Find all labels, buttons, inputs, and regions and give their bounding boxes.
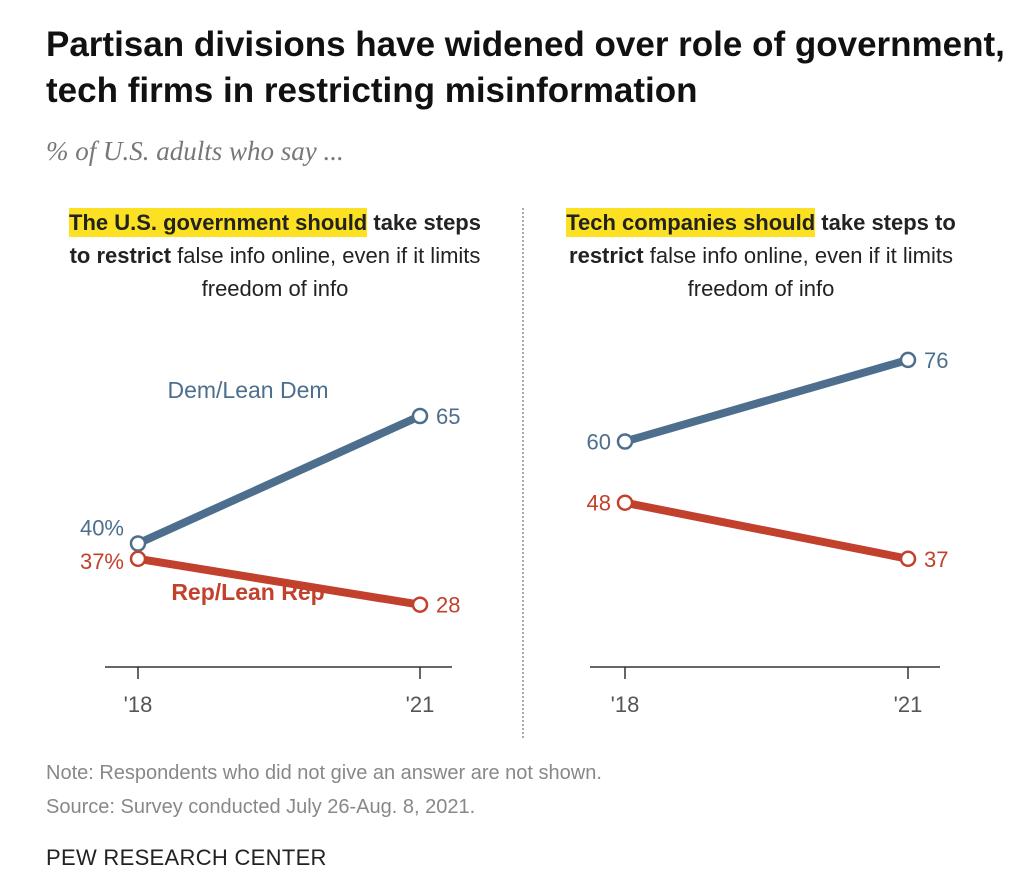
data-label: 37% [80,549,124,574]
data-label: 48 [587,491,611,516]
data-point [616,433,634,450]
data-point [616,494,634,511]
series-name-label: Rep/Lean Rep [171,579,324,605]
data-label: 40% [80,516,124,541]
right-header-bold: take steps to restrict [569,210,956,268]
data-point [129,550,147,568]
data-label: 60 [587,430,611,455]
x-tick-label: '18 [611,692,640,717]
left-header-rest: false info online, even if it limits fre… [171,243,481,301]
left-panel-header: The U.S. government should take steps to… [60,206,490,305]
x-tick-label: '21 [894,692,923,717]
brand-logo-text: PEW RESEARCH CENTER [46,845,327,870]
right-header-highlight: Tech companies should [566,208,816,237]
note-text: Note: Respondents who did not give an an… [46,762,602,784]
series-line [134,554,424,609]
panel-divider [522,208,524,738]
chart-subtitle: % of U.S. adults who say ... [46,136,344,166]
data-label: 76 [924,348,948,373]
data-label: 28 [436,593,460,618]
series-line [621,355,912,446]
data-point [129,535,147,552]
x-tick-label: '18 [124,692,153,717]
data-point [411,407,429,425]
chart-title: Partisan divisions have widened over rol… [46,25,1005,110]
x-tick-label: '21 [406,692,435,717]
series-line [621,498,912,563]
left-header-bold: take steps to restrict [69,210,481,268]
right-header-rest: false info online, even if it limits fre… [643,243,953,301]
series-name-label: Dem/Lean Dem [167,377,328,403]
data-point [899,550,917,568]
data-point [899,351,917,369]
right-panel-header: Tech companies should take steps to rest… [546,206,976,305]
data-label: 65 [436,404,460,429]
left-header-highlight: The U.S. government should [69,208,368,237]
data-label: 37 [924,547,948,572]
source-text: Source: Survey conducted July 26-Aug. 8,… [46,796,476,818]
data-point [411,596,429,613]
series-line [134,412,424,548]
